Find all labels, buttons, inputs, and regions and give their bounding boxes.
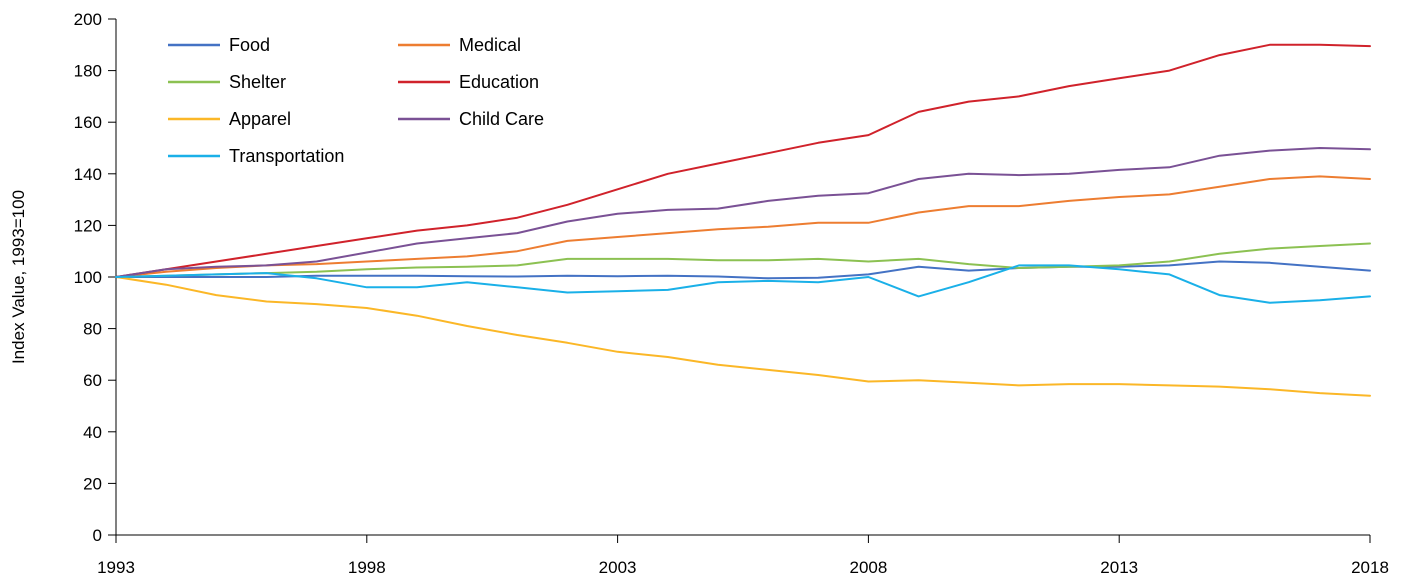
- legend-label: Education: [459, 72, 539, 92]
- y-tick-label: 200: [74, 10, 102, 29]
- series-line-shelter: [115, 242, 1371, 278]
- x-tick-label: 2003: [599, 558, 637, 577]
- x-tick-label: 2018: [1351, 558, 1389, 577]
- series-line-food: [115, 260, 1371, 280]
- plot-lines: [115, 43, 1371, 397]
- y-tick-label: 180: [74, 62, 102, 81]
- series-line-transportation: [115, 264, 1371, 304]
- series-line-apparel: [115, 276, 1371, 397]
- x-axis-ticks: 1993 1998 2003 2008 2013 2018: [97, 535, 1389, 577]
- y-tick-label: 0: [93, 526, 102, 545]
- legend-label: Shelter: [229, 72, 286, 92]
- x-tick-label: 1993: [97, 558, 135, 577]
- legend-label: Transportation: [229, 146, 344, 166]
- legend-label: Child Care: [459, 109, 544, 129]
- x-tick-label: 2013: [1100, 558, 1138, 577]
- y-axis-ticks: 0 20 40 60 80 100 120 140 160 180 200: [74, 10, 116, 545]
- y-tick-label: 160: [74, 113, 102, 132]
- x-tick-label: 2008: [849, 558, 887, 577]
- series-line-education: [115, 43, 1371, 278]
- x-tick-label: 1998: [348, 558, 386, 577]
- y-tick-label: 20: [83, 474, 102, 493]
- series-line-child-care: [115, 147, 1371, 278]
- legend-label: Medical: [459, 35, 521, 55]
- y-tick-label: 100: [74, 268, 102, 287]
- y-axis-title: Index Value, 1993=100: [9, 190, 28, 364]
- series-line-medical: [115, 175, 1371, 278]
- y-tick-label: 80: [83, 320, 102, 339]
- legend-label: Apparel: [229, 109, 291, 129]
- legend: Food Medical Shelter Education Apparel Child …: [168, 35, 544, 166]
- legend-label: Food: [229, 35, 270, 55]
- y-tick-label: 120: [74, 216, 102, 235]
- y-tick-label: 140: [74, 165, 102, 184]
- y-tick-label: 60: [83, 371, 102, 390]
- y-tick-label: 40: [83, 423, 102, 442]
